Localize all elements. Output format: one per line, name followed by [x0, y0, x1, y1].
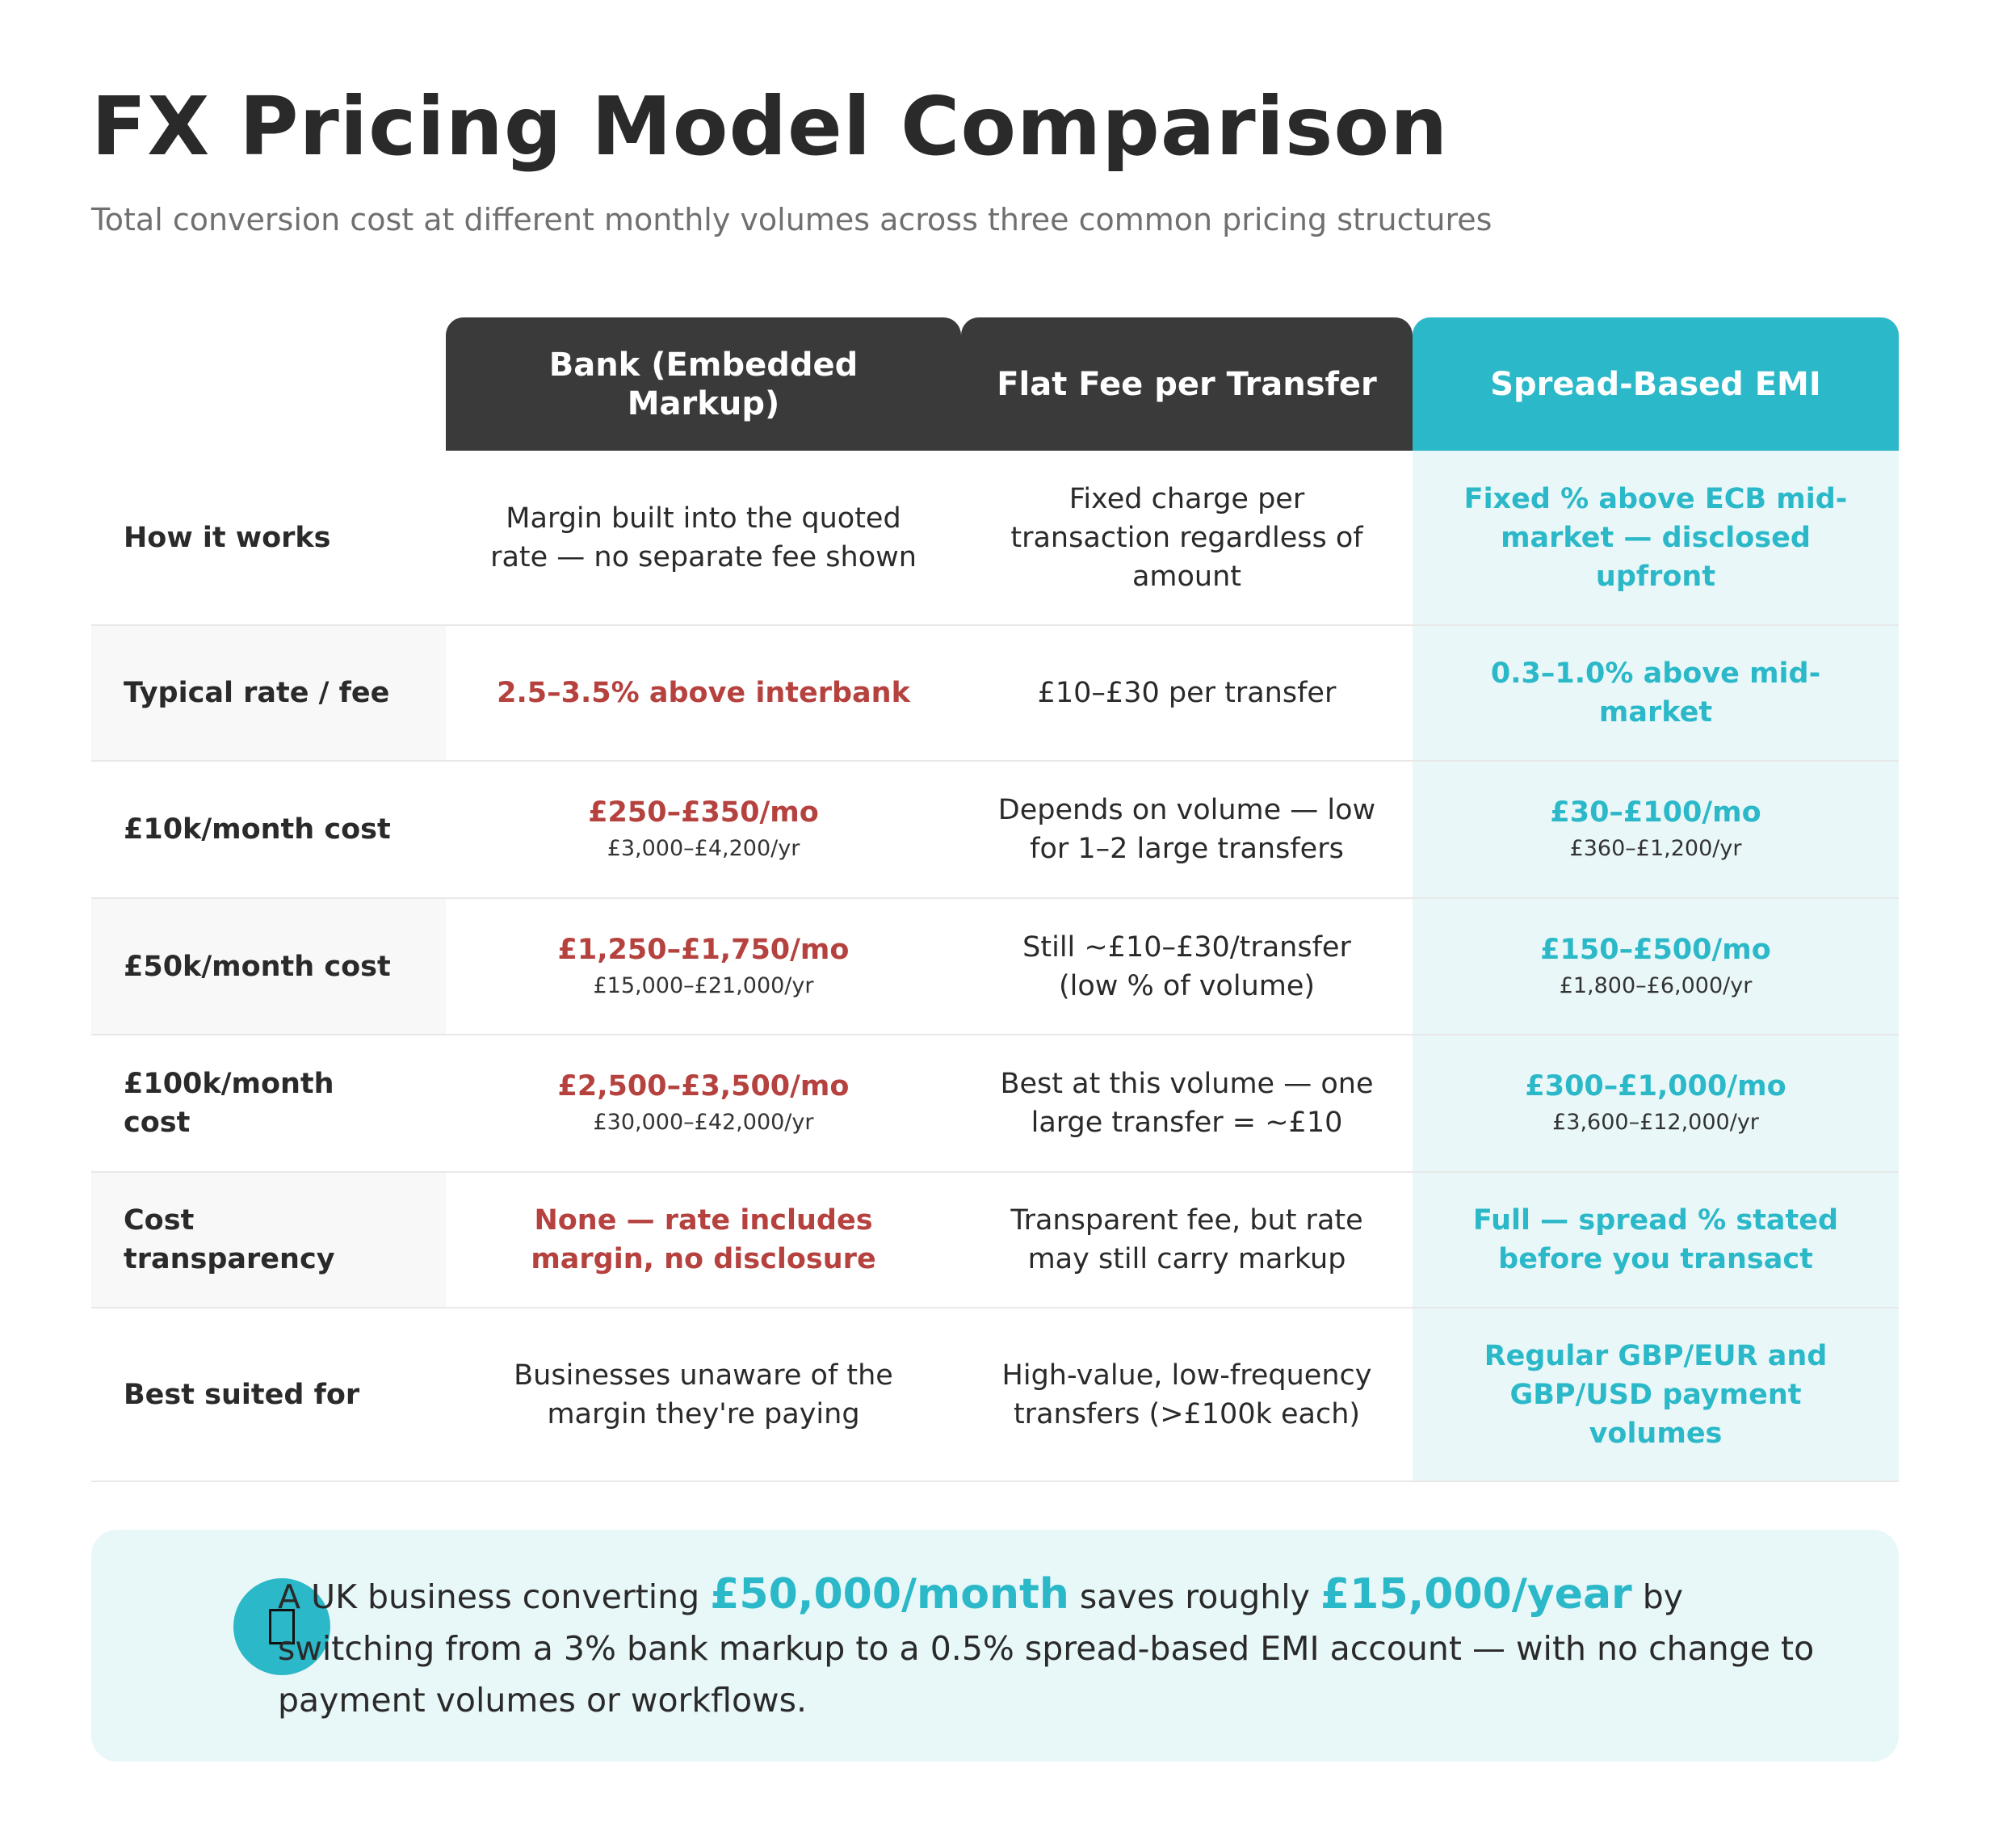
table-cell: £250–£350/mo £3,000–£4,200/yr [446, 762, 961, 899]
column-header: Bank (Embedded Markup) [446, 317, 961, 451]
table-cell: Margin built into the quoted rate — no s… [446, 451, 961, 626]
table-cell: £150–£500/mo £1,800–£6,000/yr [1413, 899, 1899, 1035]
title: FX Pricing Model Comparison [91, 79, 1449, 174]
cell-main: £300–£1,000/mo [1525, 1070, 1786, 1102]
callout-text: A UK business converting £50,000/month s… [278, 1569, 1828, 1726]
cell-sub: £1,800–£6,000/yr [1559, 972, 1753, 998]
table-cell: Still ~£10–£30/transfer (low % of volume… [961, 899, 1413, 1035]
callout-span: saves roughly [1068, 1577, 1320, 1616]
cell-sub: £15,000–£21,000/yr [593, 972, 814, 998]
row-label: £100k/month cost [91, 1035, 446, 1173]
table-cell: £2,500–£3,500/mo £30,000–£42,000/yr [446, 1035, 961, 1173]
table-cell: Fixed charge per transaction regardless … [961, 451, 1413, 626]
table-cell: Businesses unaware of the margin they're… [446, 1308, 961, 1482]
cell-sub: £360–£1,200/yr [1569, 836, 1742, 861]
callout: A UK business converting £50,000/month s… [91, 1530, 1899, 1762]
table-cell: Depends on volume — low for 1–2 large tr… [961, 762, 1413, 899]
cell-sub: £3,000–£4,200/yr [607, 836, 800, 861]
column-header: Spread-Based EMI [1413, 317, 1899, 451]
table-cell: Fixed % above ECB mid-market — disclosed… [1413, 451, 1899, 626]
table-cell: Regular GBP/EUR and GBP/USD payment volu… [1413, 1308, 1899, 1482]
table-cell: £10–£30 per transfer [961, 626, 1413, 762]
table-cell: Best at this volume — one large transfer… [961, 1035, 1413, 1173]
cell-main: £2,500–£3,500/mo [557, 1070, 850, 1102]
callout-span: A UK business converting [278, 1577, 711, 1616]
table-cell: 2.5–3.5% above interbank [446, 626, 961, 762]
table-cell: None — rate includes margin, no disclosu… [446, 1173, 961, 1308]
callout-icon [233, 1578, 330, 1675]
row-label: Cost transparency [91, 1173, 446, 1308]
table-cell: Transparent fee, but rate may still carr… [961, 1173, 1413, 1308]
column-header: Flat Fee per Transfer [961, 317, 1413, 451]
cell-main: £1,250–£1,750/mo [557, 933, 850, 966]
cell-main: £30–£100/mo [1550, 796, 1761, 829]
table-cell: 0.3–1.0% above mid-market [1413, 626, 1899, 762]
table-cell: £300–£1,000/mo £3,600–£12,000/yr [1413, 1035, 1899, 1173]
cell-sub: £30,000–£42,000/yr [593, 1110, 814, 1135]
comparison-table: Bank (Embedded Markup) Flat Fee per Trans… [91, 317, 1899, 1482]
callout-highlight: £15,000/year [1320, 1570, 1632, 1619]
cell-main: £250–£350/mo [588, 796, 819, 829]
subtitle: Total conversion cost at different month… [91, 202, 1492, 237]
header-blank [91, 317, 446, 451]
row-label: Typical rate / fee [91, 626, 446, 762]
table-cell: £1,250–£1,750/mo £15,000–£21,000/yr [446, 899, 961, 1035]
cell-main: £150–£500/mo [1540, 933, 1771, 966]
cell-sub: £3,600–£12,000/yr [1552, 1110, 1759, 1135]
table-cell: High-value, low-frequency transfers (>£1… [961, 1308, 1413, 1482]
row-label: £10k/month cost [91, 762, 446, 899]
row-label: Best suited for [91, 1308, 446, 1482]
row-label: How it works [91, 451, 446, 626]
callout-highlight: £50,000/month [710, 1570, 1069, 1619]
table-cell: £30–£100/mo £360–£1,200/yr [1413, 762, 1899, 899]
table-cell: Full — spread % stated before you transa… [1413, 1173, 1899, 1308]
row-label: £50k/month cost [91, 899, 446, 1035]
callout-span: by switching from a 3% bank markup to a … [278, 1577, 1815, 1720]
